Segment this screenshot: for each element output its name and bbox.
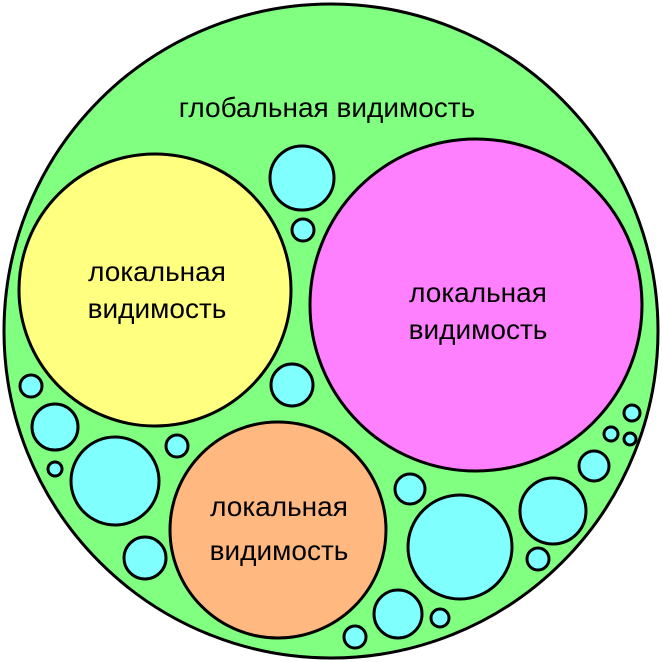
small-bubble — [622, 403, 642, 423]
small-bubble — [372, 588, 424, 640]
local-scope-circle-magenta — [308, 137, 644, 473]
local-scope-label-line2: видимость — [88, 293, 227, 324]
small-bubble — [429, 607, 451, 629]
local-scope-label-line1: локальная — [88, 256, 226, 287]
local-scope-label-line1: локальная — [409, 277, 547, 308]
global-scope-label: глобальная видимость — [179, 92, 475, 123]
small-bubble — [290, 217, 316, 243]
small-bubble — [577, 449, 611, 483]
small-bubble — [69, 435, 161, 527]
local-scope-label-line2: видимость — [210, 535, 349, 566]
small-bubble — [268, 144, 336, 212]
small-bubble — [18, 373, 44, 399]
small-bubble — [622, 431, 638, 447]
small-bubble — [122, 535, 168, 581]
local-scope-label-line2: видимость — [409, 314, 548, 345]
small-bubble — [602, 425, 620, 443]
local-scope-circle-orange — [168, 420, 388, 640]
small-bubble — [406, 493, 514, 601]
small-bubble — [393, 472, 427, 506]
local-scope-circle-yellow — [17, 152, 293, 428]
small-bubble — [46, 460, 64, 478]
local-scope-label-line1: локальная — [210, 491, 348, 522]
small-bubble — [518, 476, 588, 546]
small-bubble — [269, 362, 315, 408]
small-bubble — [342, 624, 368, 650]
small-bubble — [525, 546, 551, 572]
small-bubble — [164, 433, 190, 459]
small-bubble — [30, 402, 80, 452]
small-bubbles — [18, 144, 642, 650]
